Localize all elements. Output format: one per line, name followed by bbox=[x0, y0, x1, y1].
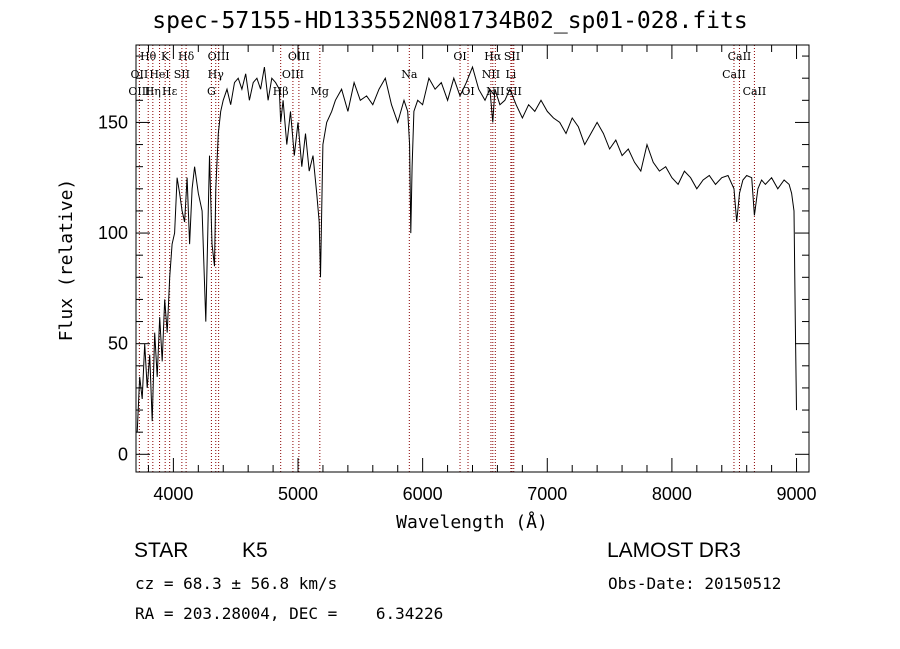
line-label: HeI bbox=[149, 68, 169, 81]
x-tick-label: 4000 bbox=[153, 484, 193, 504]
line-label: OIII bbox=[128, 85, 150, 98]
line-label: SII bbox=[506, 85, 522, 98]
x-axis-label: Wavelength (Å) bbox=[396, 511, 548, 533]
line-label: NII bbox=[482, 68, 500, 81]
line-label: Na bbox=[401, 68, 418, 81]
spectral-line-labels: Hθ OII OIII K HeI Hη Hε SII Hδ OIII Hγ G OIII OIII Hβ M… bbox=[128, 50, 766, 98]
x-tick-label: 7000 bbox=[527, 484, 567, 504]
axis-ticks: 4000 5000 6000 7000 8000 9000 0 50 100 150 bbox=[98, 45, 817, 504]
obs-date: Obs-Date: 20150512 bbox=[608, 574, 782, 593]
redshift-text: cz = 68.3 ± 56.8 km/s bbox=[135, 574, 338, 593]
line-label: SII bbox=[174, 68, 190, 81]
line-label: Hε bbox=[162, 85, 178, 98]
line-label: Li bbox=[505, 68, 516, 81]
x-tick-label: 9000 bbox=[777, 484, 817, 504]
line-label: OIII bbox=[208, 50, 230, 63]
y-tick-label: 100 bbox=[98, 223, 128, 243]
y-tick-label: 150 bbox=[98, 112, 128, 132]
survey-label: LAMOST DR3 bbox=[607, 539, 741, 562]
line-label: Hβ bbox=[273, 85, 289, 98]
x-tick-label: 8000 bbox=[652, 484, 692, 504]
line-label: Hη bbox=[145, 85, 161, 98]
plot-frame bbox=[135, 44, 810, 473]
line-label: G bbox=[207, 85, 216, 98]
line-label: CaII bbox=[722, 68, 746, 81]
y-tick-label: 0 bbox=[118, 444, 128, 464]
x-tick-label: 5000 bbox=[278, 484, 318, 504]
line-label: Hθ bbox=[140, 50, 157, 63]
line-label: OII bbox=[131, 68, 149, 81]
line-label: Hγ bbox=[208, 68, 225, 81]
line-label: CaII bbox=[728, 50, 752, 63]
line-label: CaII bbox=[743, 85, 767, 98]
line-label: Hα bbox=[484, 50, 502, 63]
y-axis-label: Flux (relative) bbox=[56, 179, 77, 342]
line-label: OI bbox=[461, 85, 474, 98]
subclass: K5 bbox=[242, 539, 268, 562]
line-label: OIII bbox=[288, 50, 310, 63]
line-label: Mg bbox=[311, 85, 329, 98]
chart-title: spec-57155-HD133552N081734B02_sp01-028.f… bbox=[152, 8, 748, 34]
line-label: K bbox=[161, 50, 170, 63]
line-label: Hδ bbox=[178, 50, 195, 63]
spectral-line-markers bbox=[138, 45, 755, 472]
y-tick-label: 50 bbox=[108, 334, 128, 354]
line-label: OI bbox=[453, 50, 466, 63]
x-tick-label: 6000 bbox=[403, 484, 443, 504]
line-label: OIII bbox=[282, 68, 304, 81]
spectrum-line bbox=[136, 65, 797, 433]
coordinates: RA = 203.28004, DEC = 6.34226 bbox=[135, 604, 444, 623]
line-label: SII bbox=[504, 50, 520, 63]
object-class: STAR bbox=[134, 539, 189, 562]
